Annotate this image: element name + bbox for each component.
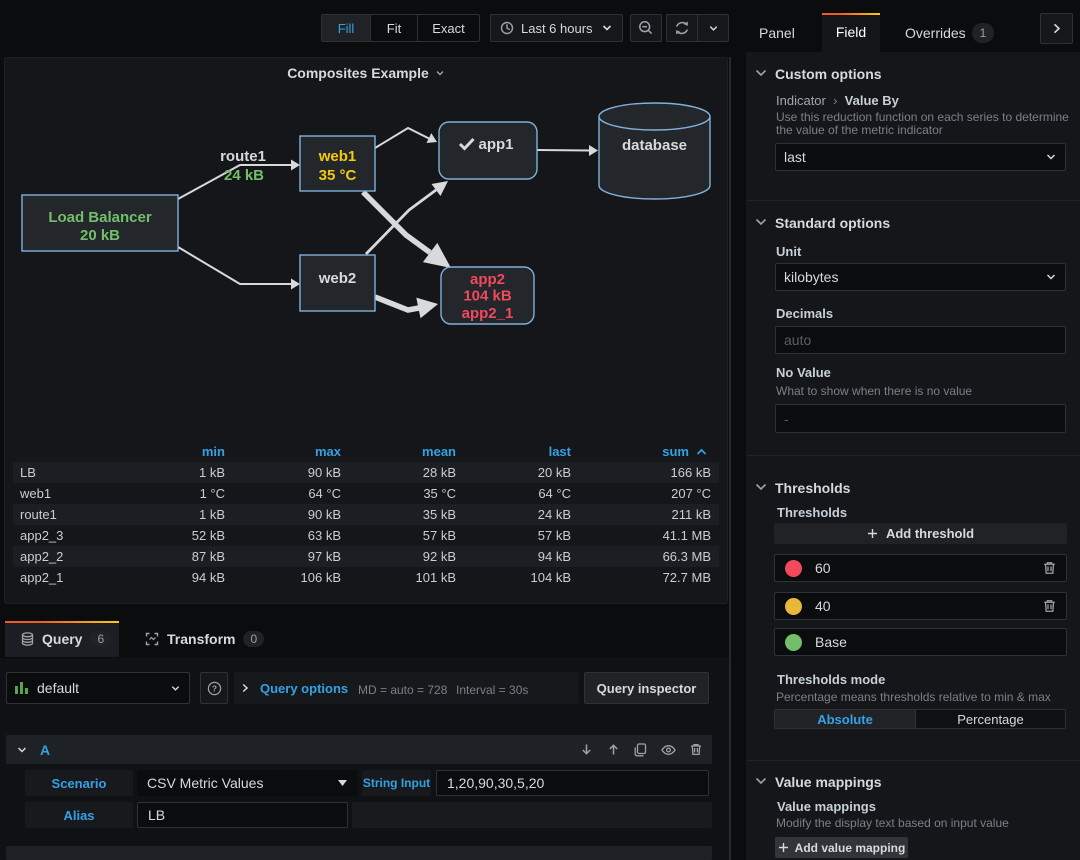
svg-text:app2_1: app2_1 <box>462 305 514 322</box>
svg-text:route1: route1 <box>220 148 266 165</box>
svg-text:Load Balancer: Load Balancer <box>48 209 152 226</box>
svg-text:app2: app2 <box>470 271 505 288</box>
svg-text:20 kB: 20 kB <box>80 227 120 244</box>
svg-text:web2: web2 <box>318 270 357 287</box>
svg-text:?: ? <box>211 683 216 693</box>
svg-text:web1: web1 <box>318 148 357 165</box>
svg-text:35 °C: 35 °C <box>319 167 357 184</box>
svg-text:database: database <box>622 137 687 154</box>
svg-text:app1: app1 <box>478 136 513 153</box>
svg-text:104 kB: 104 kB <box>463 288 512 305</box>
svg-text:24 kB: 24 kB <box>224 167 264 184</box>
